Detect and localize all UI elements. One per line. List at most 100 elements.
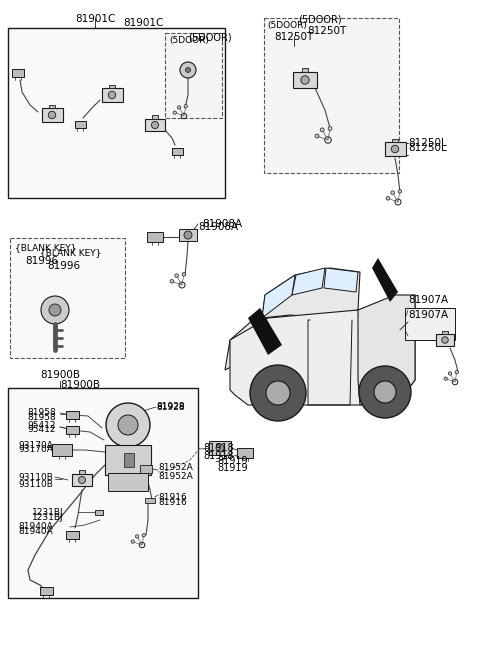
Text: 81900B: 81900B	[40, 370, 80, 380]
Circle shape	[135, 535, 139, 538]
Bar	[264, 18, 399, 173]
Bar	[436, 334, 454, 346]
Circle shape	[185, 68, 191, 73]
Circle shape	[359, 366, 411, 418]
Bar	[65, 411, 79, 419]
Bar	[293, 72, 317, 88]
Bar	[179, 229, 197, 241]
Text: 81250L: 81250L	[408, 143, 447, 153]
Text: (5DOOR): (5DOOR)	[267, 21, 307, 30]
Bar	[145, 119, 165, 131]
Circle shape	[391, 191, 395, 194]
Circle shape	[386, 197, 390, 200]
Text: 81916: 81916	[158, 493, 187, 502]
Bar	[74, 121, 85, 127]
Bar	[52, 444, 72, 456]
Text: 81908A: 81908A	[202, 219, 242, 229]
Text: {BLANK KEY}: {BLANK KEY}	[15, 243, 76, 252]
Text: 81907A: 81907A	[408, 295, 448, 305]
Text: (5DOOR): (5DOOR)	[188, 32, 232, 42]
Circle shape	[320, 128, 324, 132]
Circle shape	[448, 372, 452, 375]
Bar	[109, 85, 115, 89]
Text: 81918: 81918	[203, 451, 234, 461]
Text: 81901C: 81901C	[75, 14, 115, 24]
Circle shape	[178, 106, 180, 109]
Circle shape	[442, 337, 448, 343]
Bar	[209, 441, 231, 455]
Circle shape	[315, 134, 319, 138]
Text: 81928: 81928	[156, 403, 185, 412]
Polygon shape	[262, 275, 295, 318]
Bar	[8, 388, 198, 598]
Bar	[384, 142, 406, 155]
Bar	[8, 28, 225, 198]
Bar	[301, 68, 309, 72]
Circle shape	[170, 279, 174, 283]
Text: 93110B: 93110B	[18, 480, 53, 489]
Bar	[443, 331, 447, 334]
Text: {BLANK KEY}: {BLANK KEY}	[40, 248, 101, 257]
Text: 93170A: 93170A	[18, 445, 53, 454]
Polygon shape	[292, 268, 325, 295]
Bar	[65, 426, 79, 434]
Circle shape	[180, 62, 196, 78]
Circle shape	[328, 127, 332, 131]
Text: 81940A: 81940A	[18, 522, 53, 531]
Circle shape	[41, 296, 69, 324]
Text: (5DOOR): (5DOOR)	[298, 15, 342, 25]
Text: 81952A: 81952A	[158, 464, 193, 472]
Polygon shape	[262, 268, 360, 318]
Polygon shape	[358, 295, 415, 405]
Text: (5DOOR): (5DOOR)	[169, 36, 209, 45]
Text: 81250L: 81250L	[408, 138, 447, 148]
Circle shape	[444, 377, 447, 380]
Polygon shape	[248, 308, 282, 355]
Text: 1231BJ: 1231BJ	[32, 513, 64, 522]
Text: 81940A: 81940A	[18, 527, 53, 536]
Bar	[79, 470, 85, 474]
Text: 81250T: 81250T	[307, 26, 346, 36]
Circle shape	[398, 190, 402, 193]
Bar	[95, 510, 103, 515]
Bar	[105, 445, 151, 475]
Bar	[12, 69, 24, 77]
Circle shape	[182, 272, 186, 276]
Bar	[145, 498, 155, 503]
Text: 81996: 81996	[47, 261, 80, 271]
Text: 93170A: 93170A	[18, 441, 53, 450]
Bar	[108, 473, 148, 491]
Bar	[39, 587, 52, 595]
Bar	[49, 104, 55, 108]
Bar	[171, 148, 182, 155]
Bar	[65, 531, 79, 539]
Circle shape	[250, 365, 306, 421]
Polygon shape	[324, 268, 358, 292]
Text: 1231BJ: 1231BJ	[32, 508, 64, 517]
Circle shape	[175, 274, 179, 277]
Circle shape	[455, 371, 458, 374]
Text: 81908A: 81908A	[198, 222, 238, 232]
Polygon shape	[225, 305, 270, 370]
Bar	[140, 465, 152, 473]
Text: 95412: 95412	[27, 425, 56, 434]
Circle shape	[216, 444, 224, 452]
Circle shape	[391, 145, 399, 153]
Circle shape	[301, 75, 309, 84]
Circle shape	[106, 403, 150, 447]
Bar	[124, 453, 134, 467]
Bar	[237, 448, 253, 458]
Bar	[152, 115, 158, 119]
Circle shape	[108, 91, 116, 99]
Text: 81907A: 81907A	[408, 310, 448, 320]
Text: 81958: 81958	[27, 413, 56, 422]
Text: 81918: 81918	[203, 443, 234, 453]
Circle shape	[48, 112, 56, 119]
Bar	[101, 89, 122, 102]
Bar	[72, 474, 92, 486]
Polygon shape	[372, 258, 398, 302]
Circle shape	[79, 476, 85, 483]
Circle shape	[374, 381, 396, 403]
Circle shape	[184, 231, 192, 239]
Text: 81250T: 81250T	[275, 32, 313, 42]
